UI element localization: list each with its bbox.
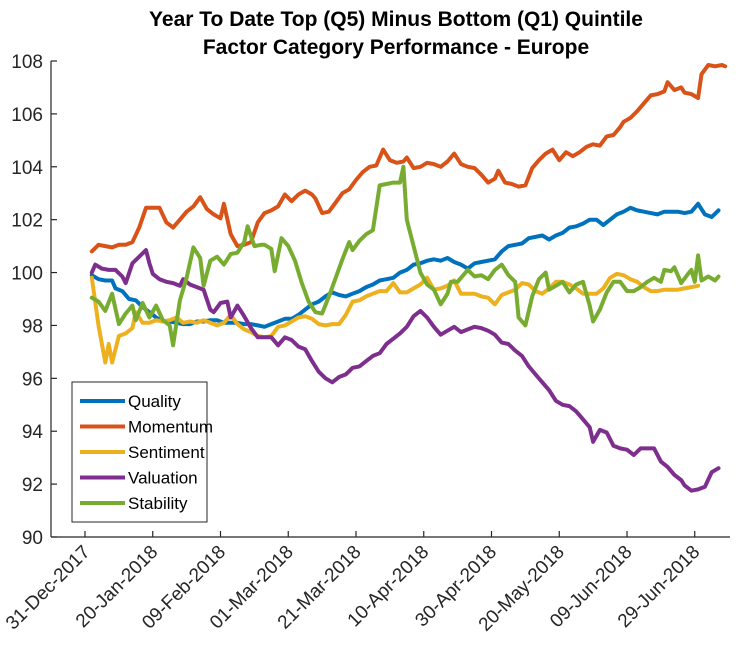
axes: 909294969810010210410610831-Dec-201720-J… — [2, 52, 730, 636]
chart-title: Year To Date Top (Q5) Minus Bottom (Q1) … — [149, 8, 643, 59]
y-tick-label: 94 — [22, 422, 44, 443]
title-line-2: Factor Category Performance - Europe — [203, 36, 589, 59]
series-line-quality — [89, 201, 721, 329]
y-tick-label: 100 — [11, 264, 43, 285]
series-line-stability — [89, 164, 721, 348]
legend-label: Sentiment — [128, 443, 205, 462]
legend-item-momentum: Momentum — [80, 418, 213, 437]
legend: Quality Momentum Sentiment Valuation Stabili… — [71, 381, 213, 523]
legend-label: Valuation — [128, 469, 198, 488]
legend-label: Momentum — [128, 418, 213, 437]
legend-item-stability: Stability — [80, 494, 188, 513]
plot-area — [89, 63, 728, 493]
legend-item-quality: Quality — [80, 392, 181, 411]
y-tick-label: 104 — [11, 158, 43, 179]
series-line-momentum — [89, 63, 728, 254]
y-tick-label: 106 — [11, 105, 43, 126]
y-tick-label: 96 — [22, 369, 43, 390]
y-tick-label: 102 — [11, 211, 43, 232]
legend-label: Quality — [128, 392, 181, 411]
y-tick-label: 92 — [22, 475, 43, 496]
series-line-sentiment — [89, 271, 701, 365]
legend-label: Stability — [128, 494, 188, 513]
y-tick-label: 108 — [11, 52, 43, 73]
title-line-1: Year To Date Top (Q5) Minus Bottom (Q1) … — [149, 8, 643, 31]
y-tick-label: 90 — [22, 528, 43, 549]
legend-item-valuation: Valuation — [80, 469, 198, 488]
legend-item-sentiment: Sentiment — [80, 443, 205, 462]
y-tick-label: 98 — [22, 316, 43, 337]
